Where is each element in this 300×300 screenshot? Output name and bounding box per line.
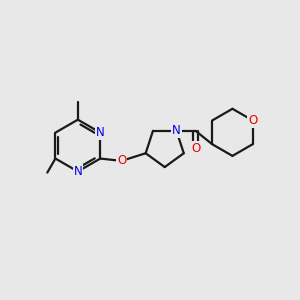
Text: O: O: [191, 142, 200, 155]
Text: O: O: [117, 154, 126, 167]
Text: N: N: [172, 124, 181, 137]
Text: N: N: [74, 165, 82, 178]
Text: N: N: [96, 126, 105, 139]
Text: O: O: [248, 114, 257, 127]
